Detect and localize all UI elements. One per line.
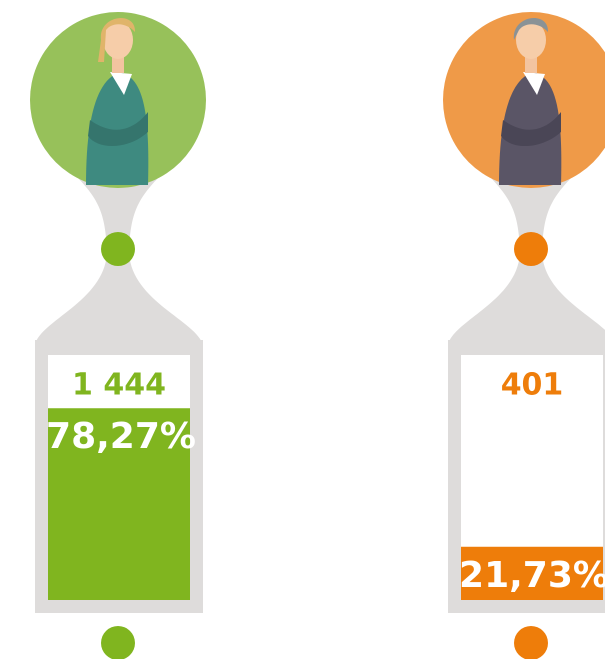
arm — [501, 112, 561, 147]
neck — [525, 55, 537, 73]
person-illustration — [86, 18, 149, 185]
dot — [101, 626, 135, 659]
hair — [98, 18, 136, 63]
chart-area: 1 444 78,27% 401 21,73% — [30, 12, 605, 659]
bar — [48, 408, 190, 600]
person-illustration — [499, 18, 562, 185]
hair — [513, 18, 549, 40]
value-label: 78,27% — [46, 416, 196, 457]
neck — [112, 55, 124, 73]
arm — [88, 112, 148, 147]
torso — [86, 72, 149, 185]
dot — [514, 626, 548, 659]
count-label: 1 444 — [72, 368, 166, 403]
torso — [499, 72, 562, 185]
value-label: 21,73% — [459, 555, 605, 596]
count-label: 401 — [501, 368, 564, 403]
bar — [461, 546, 603, 600]
collar — [110, 72, 132, 95]
head — [516, 21, 546, 59]
collar — [523, 72, 545, 95]
dot — [514, 232, 548, 266]
dot — [101, 232, 135, 266]
head — [103, 21, 133, 59]
